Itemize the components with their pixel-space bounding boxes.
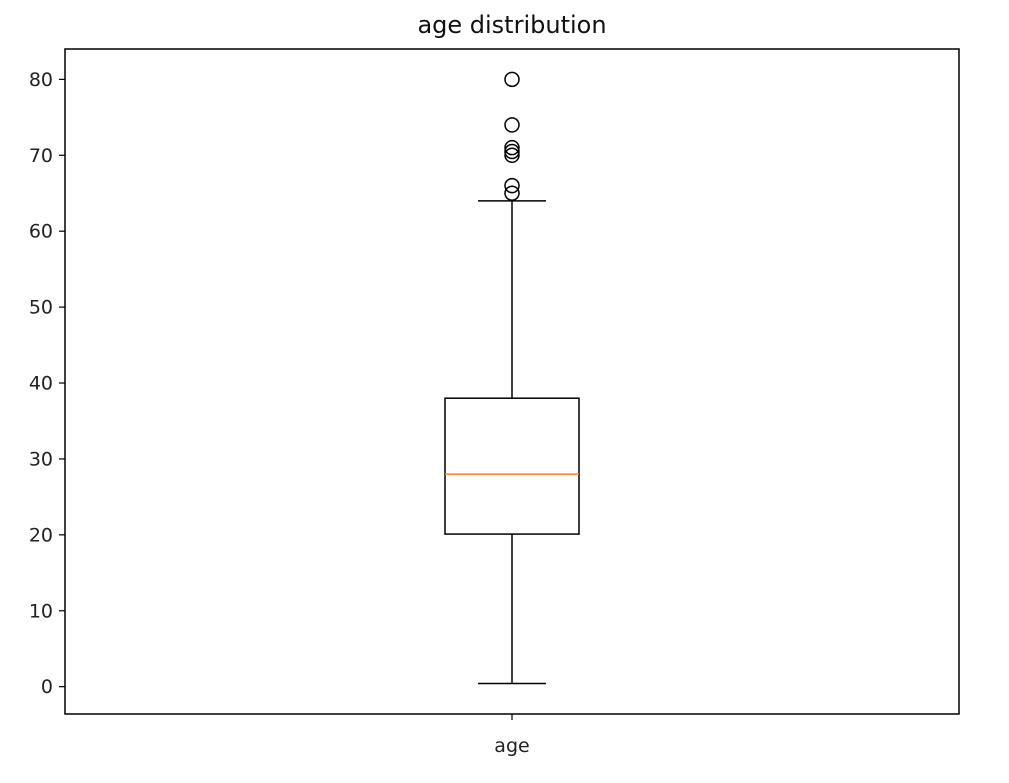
y-tick-label: 0 xyxy=(41,676,53,698)
y-tick-label: 70 xyxy=(29,145,53,167)
outlier-point xyxy=(504,139,520,156)
outlier-point xyxy=(504,143,520,160)
chart-title: age distribution xyxy=(417,11,606,39)
interquartile-box xyxy=(444,397,580,535)
outlier-point xyxy=(504,185,520,201)
box-plot-group xyxy=(444,71,580,685)
x-tick-label: age xyxy=(494,735,529,757)
y-tick-label: 20 xyxy=(29,524,53,546)
y-tick-label: 60 xyxy=(29,221,53,243)
y-tick-label: 40 xyxy=(29,373,53,395)
plot-area: 0 10 20 30 40 50 60 70 80 age xyxy=(29,48,960,757)
outlier-point xyxy=(504,71,520,88)
outlier-point xyxy=(504,177,520,194)
y-tick-label: 10 xyxy=(29,600,53,622)
y-tick-label: 30 xyxy=(29,448,53,470)
y-tick-label: 80 xyxy=(29,69,53,91)
outlier-point xyxy=(504,117,520,133)
outlier-point xyxy=(504,147,520,164)
y-tick-label: 50 xyxy=(29,297,53,319)
